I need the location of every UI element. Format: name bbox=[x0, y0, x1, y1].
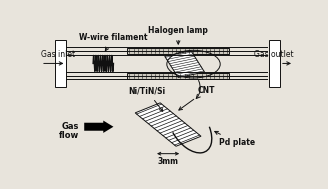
Text: Gas inlet: Gas inlet bbox=[41, 50, 75, 59]
Polygon shape bbox=[135, 103, 201, 146]
Text: CNT: CNT bbox=[179, 86, 215, 110]
Text: Gas: Gas bbox=[62, 122, 79, 131]
Text: Ni/TiN/Si: Ni/TiN/Si bbox=[129, 86, 166, 111]
FancyBboxPatch shape bbox=[127, 73, 229, 79]
Text: flow: flow bbox=[59, 131, 79, 140]
Text: Halogen lamp: Halogen lamp bbox=[148, 26, 208, 44]
Text: W-wire filament: W-wire filament bbox=[79, 33, 148, 51]
FancyBboxPatch shape bbox=[127, 48, 229, 53]
Polygon shape bbox=[165, 51, 204, 77]
Text: 3mm: 3mm bbox=[157, 157, 179, 166]
Text: Pd plate: Pd plate bbox=[215, 131, 255, 147]
FancyArrow shape bbox=[84, 121, 113, 133]
FancyBboxPatch shape bbox=[269, 40, 280, 87]
FancyArrowPatch shape bbox=[196, 81, 200, 98]
Text: Gas outlet: Gas outlet bbox=[254, 50, 294, 59]
FancyBboxPatch shape bbox=[55, 40, 66, 87]
